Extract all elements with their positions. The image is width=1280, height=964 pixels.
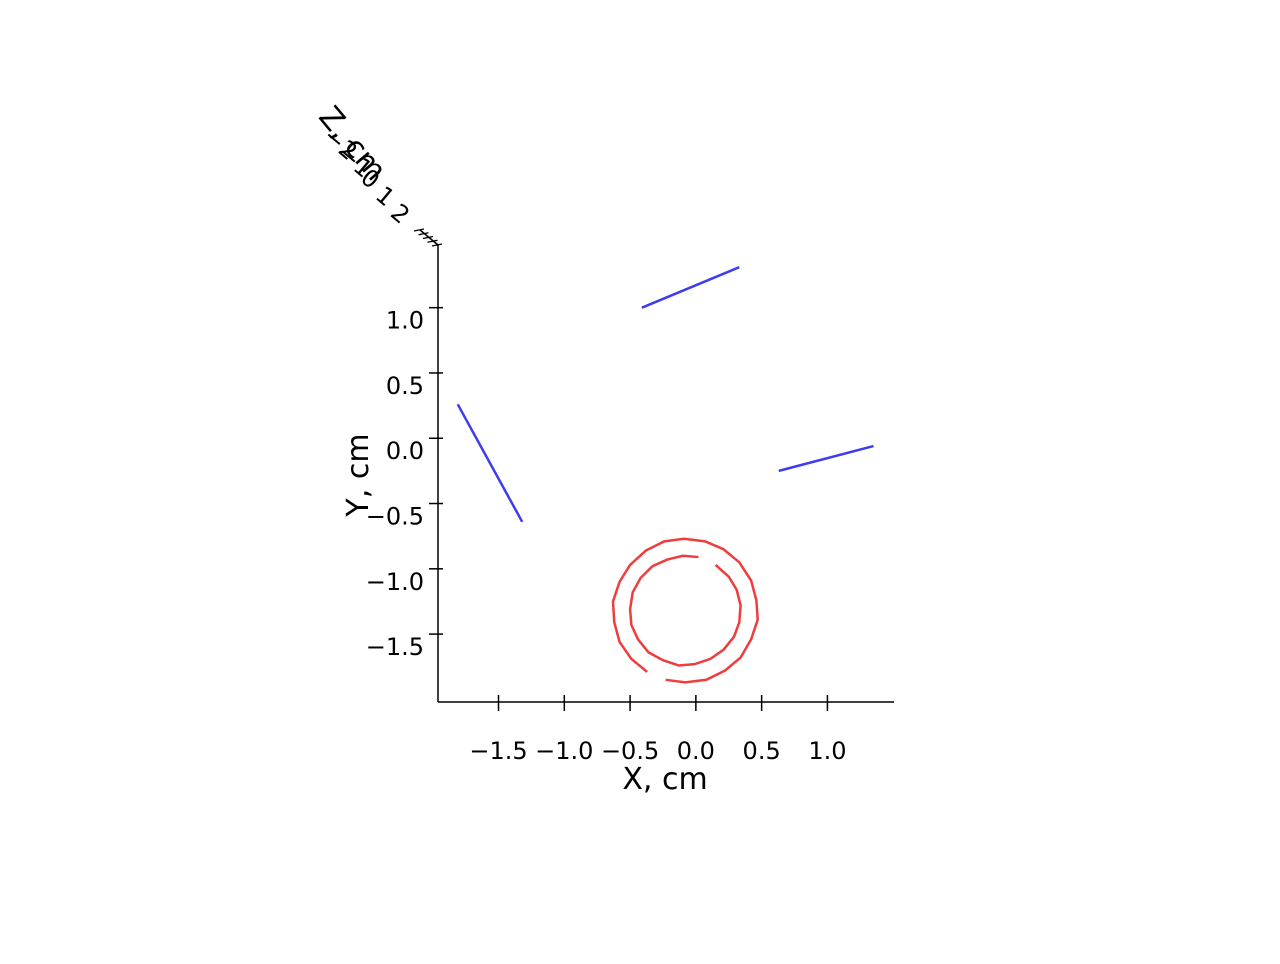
x-tick-label: 0.5 xyxy=(743,737,781,765)
z-tick xyxy=(422,235,434,240)
z-tick-label: 2 xyxy=(385,198,415,229)
x-tick-label: −1.5 xyxy=(469,737,527,765)
y-tick-label: −1.5 xyxy=(366,633,424,661)
line xyxy=(641,266,740,309)
z-tick xyxy=(413,228,425,232)
z-tick xyxy=(427,239,438,243)
y-tick-label: 0.0 xyxy=(386,437,424,465)
x-tick-label: 1.0 xyxy=(808,737,846,765)
y-tick-label: 0.5 xyxy=(386,372,424,400)
x-tick-label: −1.0 xyxy=(535,737,593,765)
z-tick xyxy=(431,243,443,247)
x-axis-label: X, cm xyxy=(622,762,707,797)
z-tick xyxy=(418,232,429,236)
line xyxy=(628,554,742,667)
y-tick-label: −0.5 xyxy=(366,503,424,531)
x-tick-label: 0.0 xyxy=(677,737,715,765)
line xyxy=(456,403,524,523)
line xyxy=(611,537,759,684)
line xyxy=(778,444,874,473)
y-tick-label: 1.0 xyxy=(386,307,424,335)
y-tick-label: −1.0 xyxy=(366,568,424,596)
x-tick-label: −0.5 xyxy=(601,737,659,765)
y-axis-label: Y, cm xyxy=(341,433,376,517)
